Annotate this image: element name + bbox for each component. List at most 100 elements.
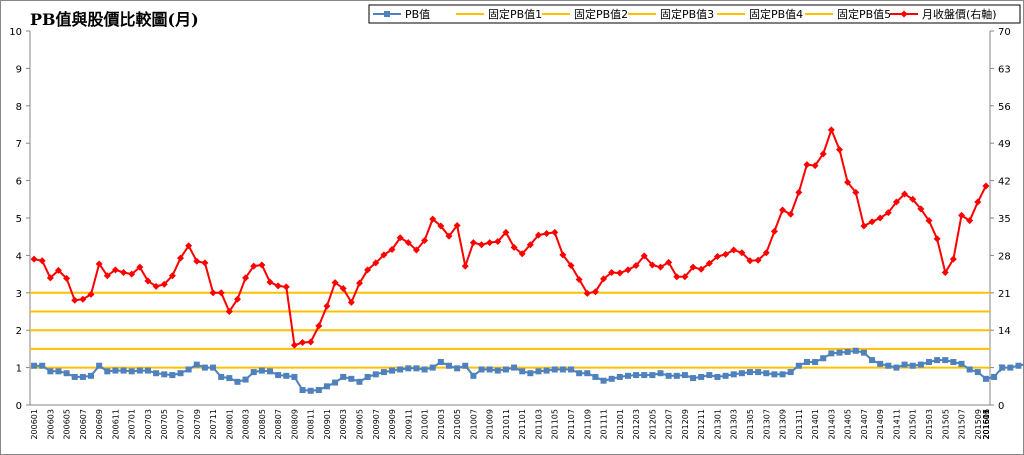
- pb-point: [641, 372, 648, 379]
- x-tick-label: 201211: [697, 409, 706, 440]
- pb-point: [535, 368, 542, 375]
- y-tick-label: 3: [16, 289, 22, 300]
- price-point: [705, 259, 713, 267]
- price-point: [925, 217, 933, 225]
- pb-point: [673, 372, 680, 379]
- x-tick-label: 200605: [63, 409, 72, 440]
- pb-point: [437, 358, 444, 365]
- pb-point: [925, 358, 932, 365]
- price-point: [591, 288, 599, 296]
- price-point: [299, 338, 307, 346]
- pb-point: [332, 379, 339, 386]
- y-tick-label: 0: [16, 401, 22, 412]
- pb-point: [893, 364, 900, 371]
- pb-point: [39, 362, 46, 369]
- x-tick-label: 200901: [323, 409, 332, 440]
- x-tick-label: 201001: [421, 409, 430, 440]
- pb-point: [275, 372, 282, 379]
- price-point: [209, 289, 217, 297]
- pb-point: [389, 367, 396, 374]
- price-point: [884, 209, 892, 217]
- price-point: [534, 231, 542, 239]
- x-tick-label: 201309: [779, 409, 788, 440]
- pb-point: [1007, 364, 1014, 371]
- pb-point: [698, 373, 705, 380]
- price-point: [396, 234, 404, 242]
- y-tick-label: 4: [16, 251, 22, 262]
- price-point: [160, 280, 168, 288]
- price-point: [803, 161, 811, 169]
- pb-point: [380, 369, 387, 376]
- price-point: [266, 278, 274, 286]
- x-tick-label: 201407: [860, 409, 869, 440]
- pb-point: [299, 387, 306, 394]
- price-point: [380, 251, 388, 259]
- pb-point: [600, 377, 607, 384]
- pb-point: [755, 369, 762, 376]
- price-point: [616, 269, 624, 277]
- x-tick-label: 201603: [982, 409, 991, 440]
- y-tick-label: 2: [16, 326, 22, 337]
- x-tick-label: 200811: [307, 409, 316, 440]
- x-tick-label: 201101: [518, 409, 527, 440]
- price-point: [421, 236, 429, 244]
- price-point: [486, 239, 494, 247]
- pb-point: [356, 378, 363, 385]
- x-tick-label: 201203: [632, 409, 641, 440]
- y-tick-label: 10: [9, 27, 22, 38]
- price-point: [648, 261, 656, 269]
- price-point: [250, 262, 258, 270]
- pb-point: [502, 366, 509, 373]
- price-point: [315, 322, 323, 330]
- price-point: [469, 239, 477, 247]
- x-tick-label: 201105: [551, 409, 560, 440]
- x-tick-label: 200903: [339, 409, 348, 440]
- pb-point: [877, 360, 884, 367]
- pb-point: [779, 371, 786, 378]
- pb-point: [413, 365, 420, 372]
- y2-tick-label: 21: [998, 289, 1011, 300]
- price-point: [779, 206, 787, 214]
- price-point: [282, 283, 290, 291]
- x-tick-label: 200805: [258, 409, 267, 440]
- pb-point: [47, 368, 54, 375]
- pb-point: [909, 362, 916, 369]
- x-tick-label: 200807: [274, 409, 283, 440]
- pb-point: [511, 364, 518, 371]
- price-point: [290, 341, 298, 349]
- price-point: [844, 178, 852, 186]
- price-point: [46, 274, 54, 282]
- price-point: [136, 263, 144, 271]
- price-point: [372, 259, 380, 267]
- price-point: [437, 222, 445, 230]
- price-point: [632, 262, 640, 270]
- x-tick-label: 201005: [453, 409, 462, 440]
- pb-point: [665, 372, 672, 379]
- pb-point: [787, 369, 794, 376]
- x-tick-label: 201107: [567, 409, 576, 440]
- price-point: [453, 221, 461, 229]
- x-tick-label: 200609: [95, 409, 104, 440]
- pb-point: [738, 370, 745, 377]
- pb-point: [112, 367, 119, 374]
- x-tick-label: 200905: [355, 409, 364, 440]
- pb-point: [584, 370, 591, 377]
- pb-point: [470, 372, 477, 379]
- price-point: [657, 263, 665, 271]
- pb-point: [128, 368, 135, 375]
- x-tick-label: 200907: [372, 409, 381, 440]
- price-point: [168, 272, 176, 280]
- x-tick-label: 200703: [144, 409, 153, 440]
- pb-point: [283, 372, 290, 379]
- pb-point: [55, 368, 62, 375]
- pb-point: [942, 357, 949, 364]
- pb-point: [79, 373, 86, 380]
- x-tick-label: 201003: [437, 409, 446, 440]
- price-point: [575, 275, 583, 283]
- pb-point: [234, 378, 241, 385]
- price-point: [177, 254, 185, 262]
- pb-point: [860, 349, 867, 356]
- x-tick-label: 201011: [502, 409, 511, 440]
- price-point: [941, 268, 949, 276]
